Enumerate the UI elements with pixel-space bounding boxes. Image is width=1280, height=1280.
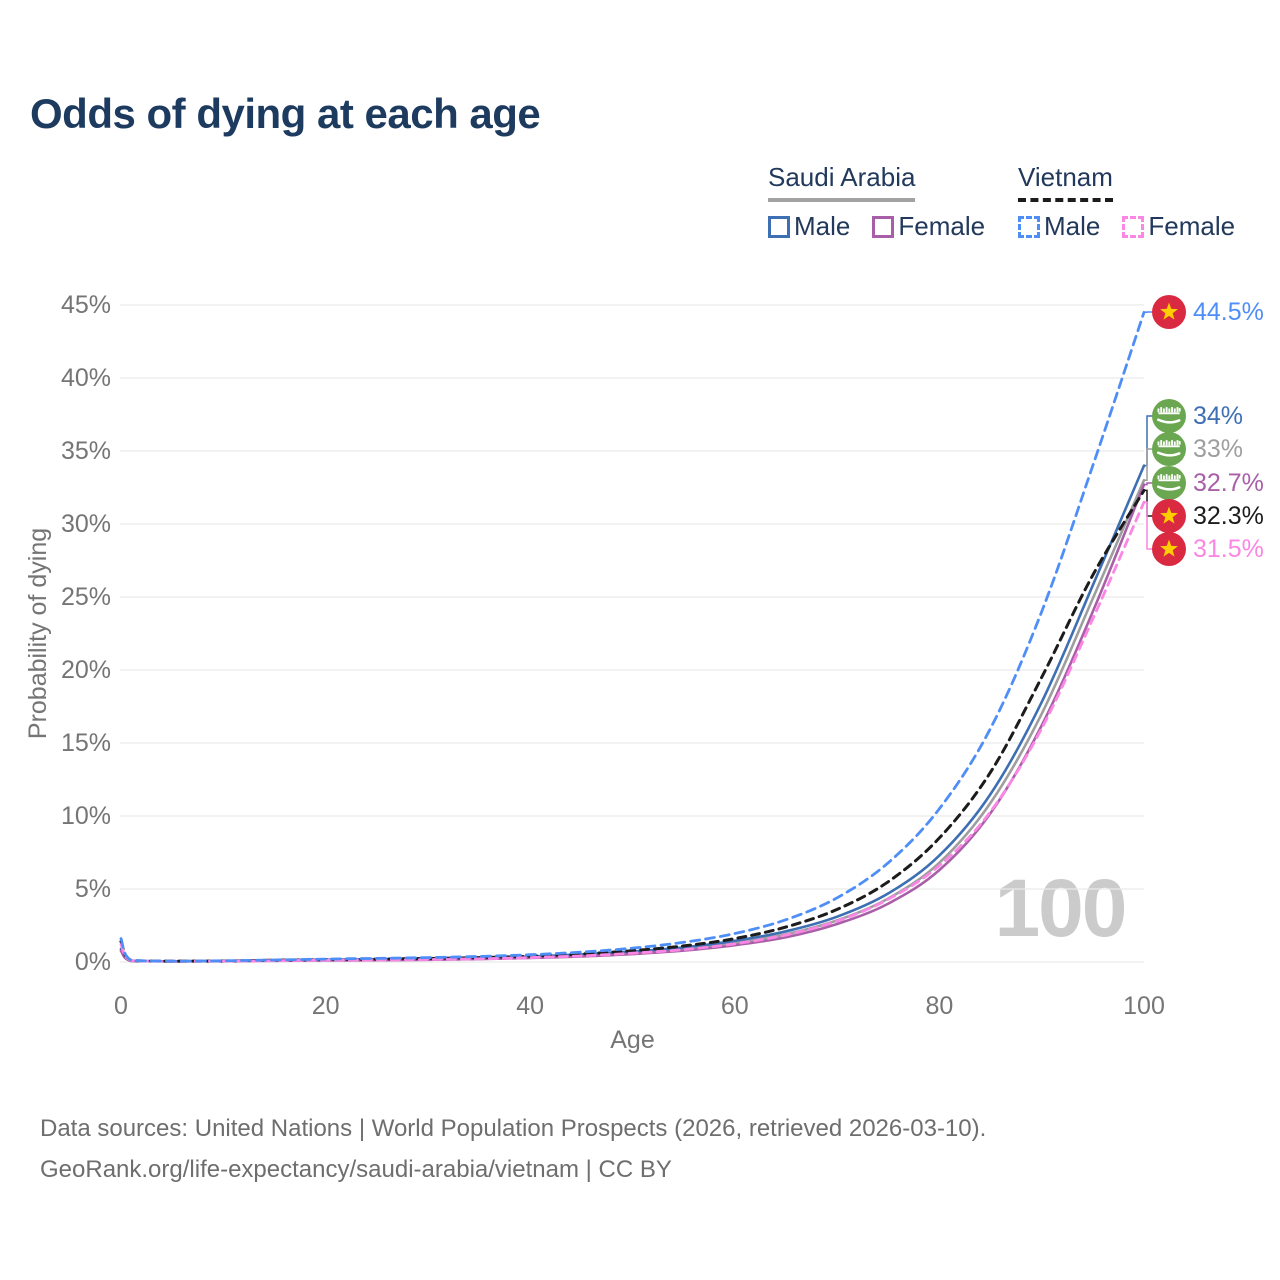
x-tick-label: 20 (312, 992, 340, 1020)
x-tick-label: 80 (925, 992, 953, 1020)
legend-item-saudi-male[interactable]: Male (768, 211, 850, 242)
y-tick-label: 20% (61, 656, 111, 684)
series-line-sa-female[interactable] (119, 483, 1146, 963)
y-tick-label: 25% (61, 583, 111, 611)
legend-checkbox-vietnam-male[interactable] (1018, 215, 1040, 238)
legend-item-vietnam-male[interactable]: Male (1018, 211, 1100, 242)
legend-label-vietnam-male: Male (1044, 211, 1101, 241)
y-tick-label: 15% (61, 729, 111, 757)
series-line-vn-male[interactable] (119, 310, 1146, 963)
end-label-connector-sa-both (1144, 448, 1155, 481)
legend-item-saudi-female[interactable]: Female (872, 211, 985, 242)
y-tick-label: 0% (75, 948, 111, 976)
y-tick-label: 45% (61, 291, 111, 319)
y-tick-label: 30% (61, 510, 111, 538)
page-title: Odds of dying at each age (30, 90, 541, 137)
end-label-connector-vn-female (1144, 501, 1155, 550)
legend-checkbox-saudi-female[interactable] (872, 215, 895, 238)
attribution-line: GeoRank.org/life-expectancy/saudi-arabia… (40, 1156, 672, 1183)
x-tick-label: 40 (516, 992, 544, 1020)
y-tick-label: 40% (61, 364, 111, 392)
y-tick-label: 35% (61, 437, 111, 465)
footer: Data sources: United Nations | World Pop… (40, 1108, 986, 1190)
x-tick-label: 60 (721, 992, 749, 1020)
y-tick-label: 10% (61, 802, 111, 830)
series-line-vn-both[interactable] (119, 488, 1146, 963)
legend-label-saudi-female: Female (898, 211, 986, 241)
x-tick-label: 0 (114, 992, 128, 1020)
legend-group-saudi-arabia: Saudi Arabia Male Female (768, 162, 985, 242)
x-axis-title: Age (610, 1026, 654, 1054)
data-sources-line: Data sources: United Nations | World Pop… (40, 1115, 987, 1142)
y-axis-title: Probability of dying (24, 528, 52, 739)
legend-label-vietnam-female: Female (1148, 211, 1236, 241)
legend-country-vietnam[interactable]: Vietnam (1018, 162, 1113, 202)
legend-checkbox-saudi-male[interactable] (768, 215, 790, 238)
legend-item-vietnam-female[interactable]: Female (1122, 211, 1235, 242)
age-watermark: 100 (994, 863, 1128, 954)
x-tick-label: 100 (1123, 992, 1165, 1020)
end-label-connector-vn-both (1144, 489, 1155, 517)
legend-country-saudi-arabia[interactable]: Saudi Arabia (768, 162, 916, 202)
legend-checkbox-vietnam-female[interactable] (1122, 215, 1145, 238)
y-tick-label: 5% (75, 875, 111, 903)
legend-label-saudi-male: Male (794, 211, 851, 241)
end-label-connector-sa-female (1144, 482, 1155, 486)
series-line-sa-male[interactable] (119, 464, 1146, 963)
end-label-connector-sa-male (1144, 415, 1155, 467)
legend-group-vietnam: Vietnam Male Female (1018, 162, 1235, 242)
series-line-vn-female[interactable] (119, 500, 1146, 963)
